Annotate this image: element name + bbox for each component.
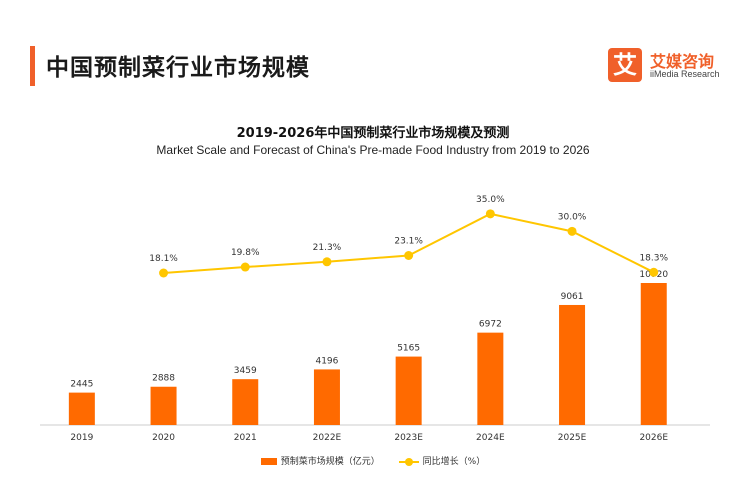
growth-label-2025E: 30.0% <box>558 212 587 222</box>
growth-label-2023E: 23.1% <box>394 237 423 247</box>
brand-logo-icon: 艾 <box>608 48 642 82</box>
bar-2021 <box>232 379 259 425</box>
bar-2024E <box>477 332 504 425</box>
growth-label-2022E: 21.3% <box>313 243 342 253</box>
x-tick-2024E: 2024E <box>476 433 505 443</box>
growth-label-2021: 19.8% <box>231 248 260 258</box>
growth-point-2025E <box>567 226 577 236</box>
bar-label-2022E: 4196 <box>315 356 338 366</box>
bar-label-2019: 2445 <box>70 380 93 390</box>
bar-2020 <box>150 386 177 425</box>
growth-label-2026E: 18.3% <box>639 253 668 263</box>
bar-2022E <box>313 369 340 425</box>
x-tick-2019: 2019 <box>70 433 93 443</box>
growth-point-2023E <box>404 251 414 260</box>
title-accent-bar <box>30 46 35 86</box>
x-tick-2022E: 2022E <box>313 433 342 443</box>
chart-legend: 预制菜市场规模（亿元） 同比增长（%） <box>0 454 746 467</box>
growth-point-2020 <box>159 268 169 278</box>
growth-point-2022E <box>322 257 332 267</box>
legend-swatch-line <box>398 457 419 466</box>
bar-2019 <box>68 392 95 425</box>
bar-2025E <box>559 304 586 425</box>
page-title: 中国预制菜行业市场规模 <box>46 55 310 81</box>
growth-point-2026E <box>649 267 659 277</box>
x-tick-2023E: 2023E <box>394 433 423 443</box>
legend-label-bar: 预制菜市场规模（亿元） <box>280 457 380 467</box>
chart-title: 2019-2026年中国预制菜行业市场规模及预测 <box>236 126 510 141</box>
legend-label-line: 同比增长（%） <box>422 457 486 467</box>
growth-label-2024E: 35.0% <box>476 195 505 205</box>
x-tick-2021: 2021 <box>234 433 257 443</box>
bar-label-2025E: 9061 <box>561 292 584 302</box>
bar-label-2023E: 5165 <box>397 344 420 354</box>
x-tick-2026E: 2026E <box>639 433 668 443</box>
growth-label-2020: 18.1% <box>149 254 178 264</box>
x-tick-2020: 2020 <box>152 433 175 443</box>
bar-label-2020: 2888 <box>152 374 175 384</box>
legend-swatch-bar <box>260 458 277 465</box>
bar-label-2024E: 6972 <box>479 320 502 330</box>
brand-block: 艾 艾媒咨询 iiMedia Research <box>608 48 738 84</box>
bar-label-2021: 3459 <box>234 366 257 376</box>
chart-subtitle: Market Scale and Forecast of China's Pre… <box>156 143 590 157</box>
x-tick-2025E: 2025E <box>558 433 587 443</box>
growth-point-2021 <box>240 262 250 272</box>
brand-subtitle: iiMedia Research <box>650 69 720 79</box>
growth-point-2024E <box>485 209 495 219</box>
bar-2023E <box>395 356 422 425</box>
brand-name: 艾媒咨询 <box>650 52 715 71</box>
bar-2026E <box>640 283 667 425</box>
legend-item-line: 同比增长（%） <box>398 454 486 467</box>
legend-item-bar: 预制菜市场规模（亿元） <box>260 454 380 467</box>
